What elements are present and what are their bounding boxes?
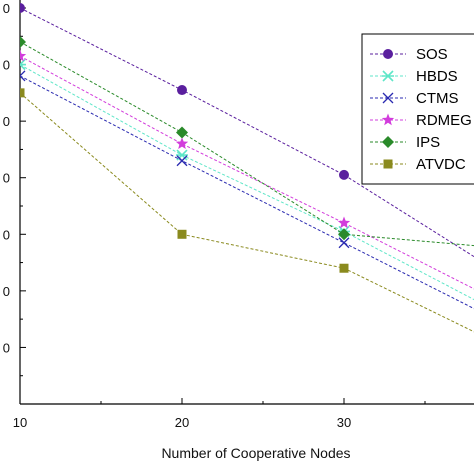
y-tick-label: 0 bbox=[3, 171, 10, 186]
legend-box bbox=[361, 33, 474, 185]
legend-item-atvdc: ATVDC bbox=[370, 156, 466, 173]
legend-marker-ctms bbox=[382, 92, 394, 104]
series-line-rdmeg bbox=[20, 55, 474, 290]
legend-item-ips: IPS bbox=[370, 134, 440, 151]
x-axis-title: Number of Cooperative Nodes bbox=[161, 445, 350, 461]
series-line-hbds bbox=[20, 64, 474, 301]
data-point-sos bbox=[177, 85, 187, 96]
data-point-sos bbox=[20, 3, 25, 13]
legend-label-ips: IPS bbox=[416, 134, 440, 151]
data-point-ctms bbox=[20, 70, 26, 82]
legend-label-rdmeg: RDMEG bbox=[416, 112, 472, 129]
x-tick-label: 20 bbox=[175, 415, 189, 430]
x-tick-label: 10 bbox=[13, 415, 27, 430]
series-line-sos bbox=[20, 7, 474, 258]
legend-label-ctms: CTMS bbox=[416, 90, 459, 107]
y-tick-label: 0 bbox=[3, 114, 10, 129]
legend-item-ctms: CTMS bbox=[370, 90, 459, 107]
y-tick-label: 0 bbox=[3, 58, 10, 73]
legend-label-sos: SOS bbox=[416, 46, 448, 63]
data-point-atvdc bbox=[339, 263, 349, 273]
data-point-ips bbox=[338, 228, 350, 241]
x-tick-label: 30 bbox=[337, 415, 351, 430]
data-point-ips bbox=[20, 35, 26, 48]
data-point-ips bbox=[176, 126, 188, 139]
series-sos bbox=[20, 3, 474, 258]
series-rdmeg bbox=[20, 49, 474, 290]
y-tick-label: 0 bbox=[3, 340, 10, 355]
legend-item-hbds: HBDS bbox=[370, 68, 458, 85]
data-point-rdmeg bbox=[20, 49, 27, 62]
legend-label-hbds: HBDS bbox=[416, 68, 458, 85]
axes: 0 0 0 0 0 0 0 10 20 30 bbox=[3, 0, 474, 430]
data-point-sos bbox=[339, 169, 349, 180]
series-ips bbox=[20, 35, 474, 247]
series-atvdc bbox=[20, 88, 474, 333]
data-point-hbds bbox=[20, 59, 26, 71]
series-hbds bbox=[20, 59, 474, 301]
legend: SOS HBDS CTMS RDMEG IPS ATVDC bbox=[361, 33, 474, 185]
data-point-ctms bbox=[176, 155, 188, 167]
series-line-ctms bbox=[20, 75, 474, 310]
data-point-rdmeg bbox=[175, 137, 189, 150]
legend-item-rdmeg: RDMEG bbox=[370, 112, 472, 129]
data-point-ctms bbox=[338, 237, 350, 249]
data-point-atvdc bbox=[177, 229, 187, 239]
legend-label-atvdc: ATVDC bbox=[416, 156, 466, 173]
data-point-atvdc bbox=[20, 88, 25, 98]
data-point-hbds bbox=[176, 149, 188, 161]
series-line-atvdc bbox=[20, 92, 474, 333]
legend-marker-hbds bbox=[382, 70, 394, 82]
y-tick-label: 0 bbox=[3, 284, 10, 299]
legend-marker-sos bbox=[383, 49, 393, 59]
legend-item-sos: SOS bbox=[370, 46, 448, 63]
data-point-rdmeg bbox=[337, 216, 351, 229]
legend-marker-rdmeg bbox=[381, 113, 395, 126]
legend-marker-atvdc bbox=[383, 159, 393, 169]
y-tick-label: 0 bbox=[3, 227, 10, 242]
series-ctms bbox=[20, 70, 474, 310]
series-line-ips bbox=[20, 41, 474, 247]
y-tick-label: 0 bbox=[3, 1, 10, 16]
legend-marker-ips bbox=[382, 136, 394, 148]
series-layer bbox=[20, 3, 474, 333]
